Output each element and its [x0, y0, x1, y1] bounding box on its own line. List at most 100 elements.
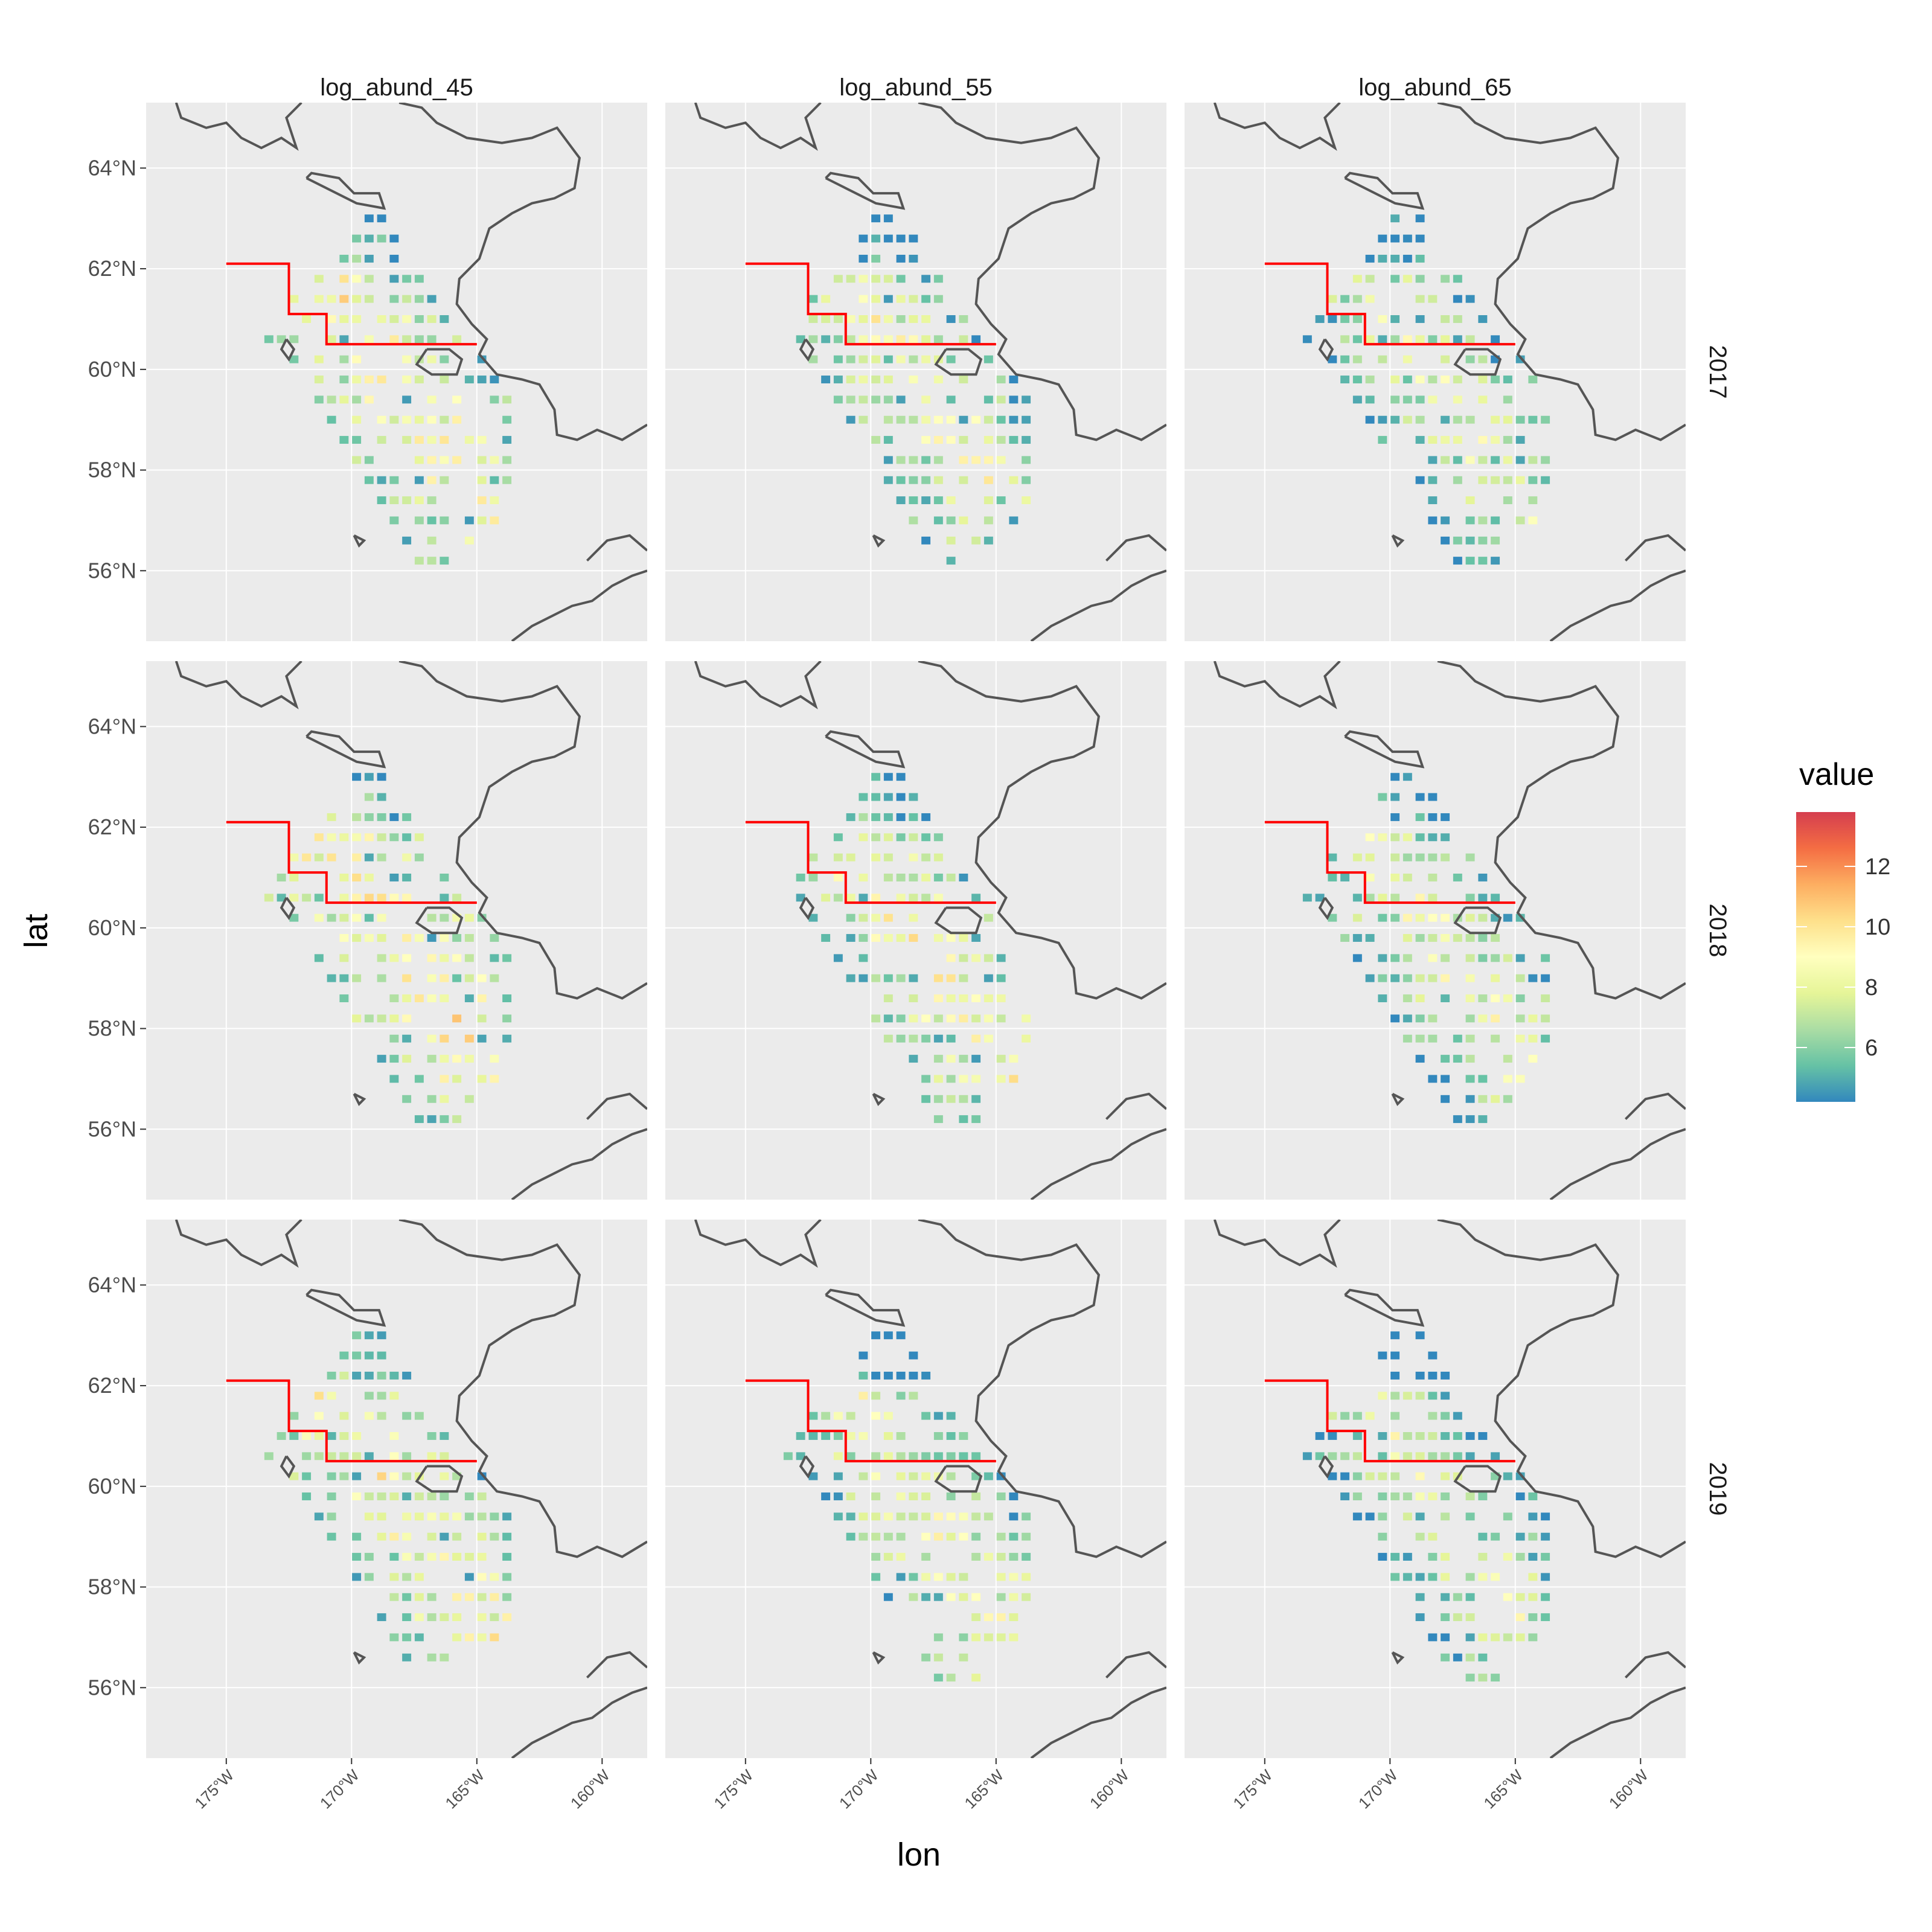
grid-cell [414, 1553, 424, 1561]
grid-cell [996, 994, 1006, 1003]
grid-cell [464, 1055, 474, 1063]
grid-cell [1378, 1452, 1387, 1460]
grid-cell [1441, 536, 1450, 545]
grid-cell [808, 355, 818, 363]
grid-cell [352, 1331, 362, 1340]
grid-cell [971, 1014, 981, 1023]
grid-cell [339, 913, 349, 922]
grid-cell [1378, 1472, 1387, 1480]
grid-cell [1453, 376, 1462, 383]
grid-cell [871, 1412, 881, 1420]
grid-cell [1403, 1573, 1412, 1581]
grid-cell [490, 476, 499, 484]
grid-cell [984, 954, 993, 962]
coastline [586, 534, 647, 562]
grid-cell [1528, 1593, 1538, 1601]
grid-cell [1515, 1492, 1525, 1500]
grid-cell [933, 1452, 943, 1460]
grid-cell [1515, 1014, 1525, 1023]
grid-cell [921, 833, 931, 842]
grid-cell [1403, 335, 1412, 344]
grid-cell [364, 934, 374, 942]
grid-cell [883, 1553, 893, 1561]
grid-cell [1378, 974, 1387, 982]
grid-cell [389, 335, 399, 344]
grid-cell [883, 1593, 893, 1601]
grid-cell [414, 436, 424, 444]
grid-cell [339, 376, 349, 383]
grid-cell [302, 1432, 312, 1440]
grid-cell [1491, 376, 1500, 383]
grid-cell [859, 813, 868, 821]
grid-cell [1541, 456, 1550, 464]
grid-cell [440, 1613, 449, 1622]
x-tick-label: 170°W [316, 1766, 363, 1812]
coastline [305, 171, 386, 210]
grid-cell [402, 536, 412, 545]
grid-cell [946, 874, 956, 881]
survey-cells [1302, 214, 1550, 565]
grid-cell [377, 415, 386, 424]
grid-cell [933, 994, 943, 1003]
grid-cell [1478, 1075, 1488, 1083]
grid-cell [1453, 395, 1462, 404]
grid-cell [389, 1553, 399, 1561]
grid-cell [477, 1573, 487, 1581]
grid-cell [1403, 1432, 1412, 1440]
grid-cell [464, 994, 474, 1003]
grid-cell [1453, 557, 1462, 565]
grid-cell [984, 496, 993, 505]
grid-cell [314, 275, 324, 283]
x-tick-label: 165°W [1480, 1766, 1526, 1812]
grid-cell [302, 315, 312, 323]
grid-cell [1465, 1075, 1475, 1083]
grid-cell [1022, 395, 1031, 404]
grid-cell [364, 1331, 374, 1340]
grid-cell [1528, 1553, 1538, 1561]
grid-cell [883, 214, 893, 223]
grid-cell [1403, 376, 1412, 383]
grid-cell [896, 1532, 906, 1541]
grid-cell [352, 395, 362, 404]
grid-cell [352, 1371, 362, 1380]
survey-cells [264, 1331, 512, 1662]
boundary-line [226, 820, 477, 904]
grid-cell [364, 1512, 374, 1521]
strip-label-row: 2017 [1704, 345, 1731, 399]
grid-cell [402, 894, 412, 902]
grid-cell [959, 1432, 968, 1440]
grid-cell [996, 415, 1006, 424]
grid-cell [1465, 1095, 1475, 1103]
x-axis-title: lon [897, 1837, 941, 1873]
grid-cell [389, 415, 399, 424]
coastline [1453, 1465, 1502, 1493]
grid-cell [377, 974, 386, 982]
grid-cell [946, 355, 956, 363]
grid-cell [1415, 476, 1425, 484]
grid-cell [946, 516, 956, 525]
grid-cell [364, 1014, 374, 1023]
grid-cell [1390, 833, 1400, 842]
grid-cell [402, 355, 412, 363]
grid-cell [883, 456, 893, 464]
grid-cell [933, 1412, 943, 1420]
grid-cell [909, 1034, 918, 1043]
y-tick-label: 56°N [88, 1116, 136, 1141]
grid-cell [971, 1674, 981, 1682]
grid-cell [1390, 214, 1400, 223]
grid-cell [1453, 1055, 1462, 1063]
grid-cell [440, 934, 449, 942]
strip-label-col: log_abund_45 [320, 74, 473, 101]
grid-cell [971, 536, 981, 545]
grid-cell [314, 853, 324, 862]
grid-cell [1428, 1492, 1438, 1500]
grid-cell [414, 295, 424, 303]
grid-cell [859, 894, 868, 902]
grid-cell [1491, 476, 1500, 484]
grid-cell [921, 1492, 931, 1500]
grid-cell [464, 516, 474, 525]
grid-cell [277, 874, 286, 881]
grid-cell [339, 1371, 349, 1380]
grid-cell [909, 934, 918, 942]
grid-cell [1465, 994, 1475, 1003]
